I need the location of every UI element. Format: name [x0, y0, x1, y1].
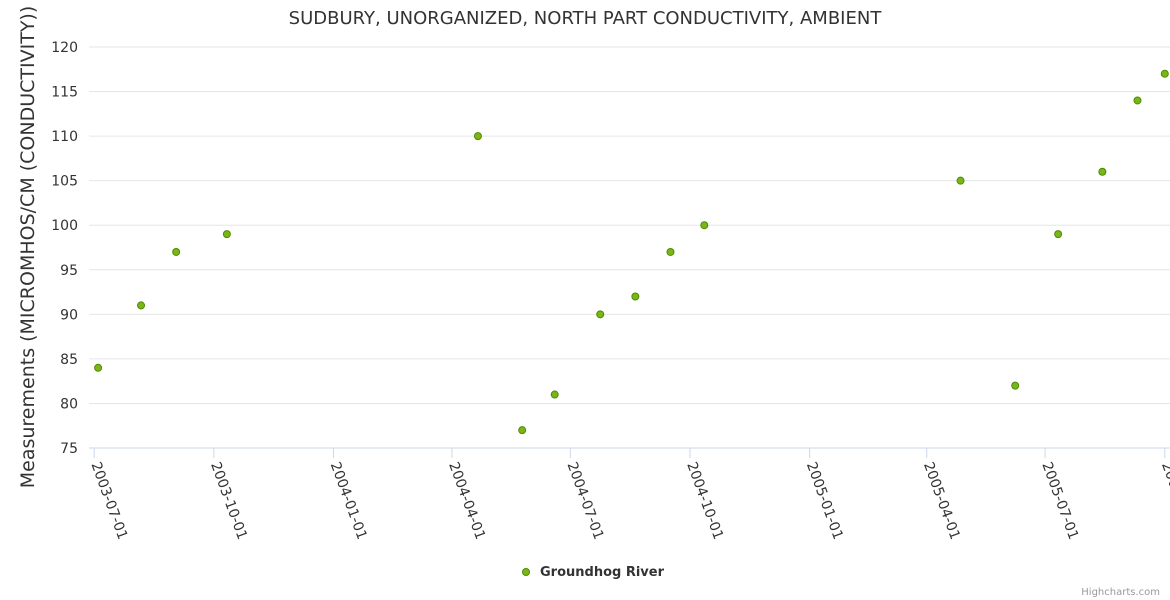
data-point[interactable] [94, 363, 103, 372]
data-point[interactable] [631, 292, 640, 301]
x-tick-label: 2005-01-01 [803, 460, 846, 542]
y-tick-label: 115 [51, 85, 78, 101]
y-tick-label: 100 [51, 218, 78, 234]
legend-marker-icon [522, 568, 530, 576]
y-tick-label: 110 [51, 129, 78, 145]
y-tick-label: 85 [60, 352, 78, 368]
data-point[interactable] [550, 390, 559, 399]
data-point[interactable] [137, 301, 146, 310]
y-tick-label: 90 [60, 307, 78, 323]
credits-link[interactable]: Highcharts.com [1081, 587, 1160, 598]
data-point[interactable] [1098, 167, 1107, 176]
data-point[interactable] [596, 310, 605, 319]
y-tick-label: 80 [60, 396, 78, 412]
data-point[interactable] [666, 247, 675, 256]
y-axis-title: Measurements (MICROMHOS/CM (CONDUCTIVITY… [17, 6, 39, 489]
legend-item-groundhog-river[interactable]: Groundhog River [540, 565, 665, 580]
y-tick-label: 75 [60, 441, 78, 457]
y-tick-label: 95 [60, 263, 78, 279]
data-point[interactable] [1011, 381, 1020, 390]
grid-lines [89, 46, 1170, 404]
legend[interactable]: Groundhog River [522, 565, 665, 580]
x-tick-label: 2004-01-01 [327, 460, 370, 542]
data-point[interactable] [956, 176, 965, 185]
x-tick-label: 2004-04-01 [445, 460, 488, 542]
data-point[interactable] [172, 247, 181, 256]
data-point[interactable] [1160, 69, 1169, 78]
x-tick-label: 2003-10-01 [207, 460, 250, 542]
data-point[interactable] [1133, 96, 1142, 105]
x-tick-label: 2005-10-01 [1158, 460, 1170, 542]
x-tick-label: 2005-04-01 [920, 460, 963, 542]
x-axis-tick-labels: 2003-07-01 2003-10-01 2004-01-01 2004-04-01… [87, 448, 1170, 542]
y-tick-label: 120 [51, 40, 78, 56]
data-point[interactable] [222, 230, 231, 239]
y-tick-label: 105 [51, 174, 78, 190]
y-axis-tick-labels: 75 80 85 90 95 100 105 110 115 120 [51, 40, 78, 457]
x-tick-label: 2004-07-01 [564, 460, 607, 542]
data-points [94, 69, 1169, 435]
data-point[interactable] [473, 132, 482, 141]
x-tick-label: 2004-10-01 [683, 460, 726, 542]
data-point[interactable] [1054, 230, 1063, 239]
x-tick-label: 2005-07-01 [1038, 460, 1081, 542]
data-point[interactable] [518, 426, 527, 435]
chart-title: SUDBURY, UNORGANIZED, NORTH PART CONDUCT… [289, 8, 883, 29]
x-tick-label: 2003-07-01 [87, 460, 130, 542]
data-point[interactable] [700, 221, 709, 230]
